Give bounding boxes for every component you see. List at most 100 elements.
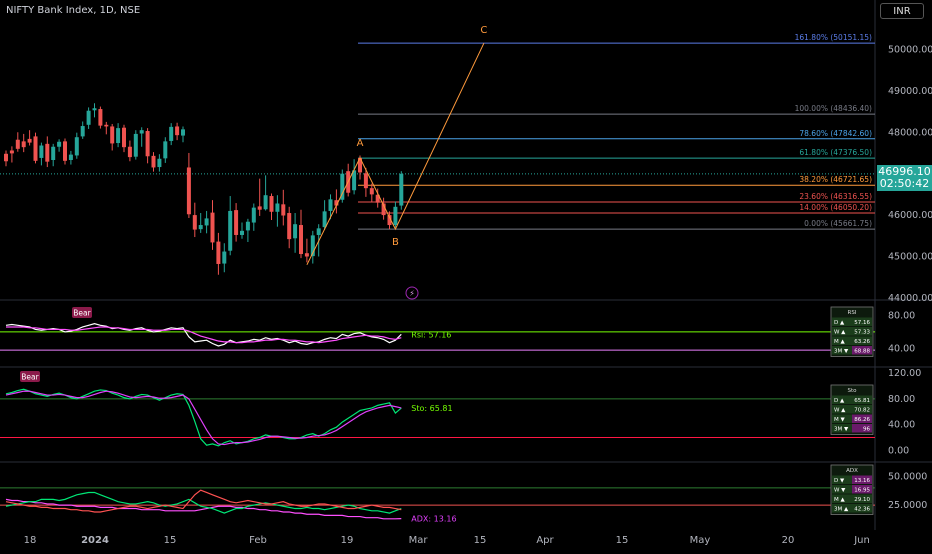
lightning-icon (405, 286, 419, 300)
summary-table-cell (832, 346, 852, 355)
candle-body (245, 221, 250, 231)
summary-table-title: Sto (847, 388, 857, 394)
indicator-series-line (5, 323, 402, 347)
summary-table-cell (832, 327, 852, 336)
summary-table-value: 57.33 (854, 330, 870, 336)
summary-table-cell (832, 424, 852, 433)
candle-body (198, 225, 203, 230)
summary-table-period: 3M ▼ (834, 427, 849, 433)
summary-table-cell (832, 317, 852, 326)
candle-body (51, 146, 56, 161)
indicator-y-tick: 40.00 (888, 420, 915, 431)
wave-label-b: B (392, 237, 399, 248)
summary-table-value: 96 (863, 427, 870, 433)
fib-level-label: 61.80% (47376.50) (799, 148, 872, 157)
indicator-y-tick: 0.00 (888, 445, 909, 456)
candle-body (269, 196, 274, 212)
summary-table-period: W ▲ (834, 408, 846, 414)
summary-table-value: 42.36 (854, 507, 870, 513)
summary-table-period: 3M ▲ (834, 507, 849, 513)
candle-body (4, 153, 8, 162)
candle-body (251, 207, 256, 223)
candle-body (86, 110, 91, 125)
candle-body (334, 200, 339, 206)
candle-body (216, 241, 221, 264)
x-tick-label: 15 (164, 535, 177, 546)
summary-table-cell (832, 475, 852, 484)
summary-table-value: 13.16 (854, 478, 870, 484)
candle-body (33, 136, 38, 161)
summary-table-cell (832, 336, 852, 345)
candle-body (375, 194, 380, 203)
candle-body (393, 206, 398, 226)
x-tick-label: 20 (782, 535, 795, 546)
candle-body (293, 224, 298, 239)
summary-table-period: W ▼ (834, 488, 846, 494)
candle-body (363, 173, 368, 189)
wave-label-a: A (357, 138, 364, 149)
summary-table-value: 16.95 (854, 488, 870, 494)
summary-table-cell (852, 485, 872, 494)
summary-table-cell (852, 346, 872, 355)
candle-body (127, 146, 132, 158)
symbol-title[interactable]: NIFTY Bank Index, 1D, NSE (6, 5, 141, 16)
bear-badge (72, 307, 92, 318)
summary-table-cell (852, 504, 872, 513)
candle-body (304, 253, 309, 257)
fib-level-label: 100.00% (48436.40) (795, 104, 872, 113)
summary-table-cell (852, 327, 872, 336)
indicator-legend: Sto: 65.81 (411, 404, 452, 413)
summary-table-cell (852, 405, 872, 414)
candle-body (27, 138, 32, 143)
candle-body (80, 126, 85, 137)
candle-body (316, 228, 321, 235)
indicator-y-tick: 50.0000 (888, 471, 927, 482)
candle-body (263, 195, 268, 210)
y-tick-label: 45000.00 (888, 252, 932, 263)
y-tick-label: 46000.00 (888, 210, 932, 221)
candle-body (181, 129, 185, 136)
summary-table-cell (852, 336, 872, 345)
summary-table-cell (832, 485, 852, 494)
candle-body (310, 235, 315, 257)
summary-table-period: W ▲ (834, 330, 846, 336)
candle-body (57, 141, 62, 147)
indicator-y-tick: 25.0000 (888, 500, 927, 511)
candle-body (186, 167, 191, 215)
summary-table-value: 29.10 (854, 497, 870, 503)
indicator-y-tick: 80.00 (888, 310, 915, 321)
candle-body (228, 210, 233, 251)
bear-badge (20, 371, 40, 382)
fib-level-label: 0.00% (45661.75) (804, 219, 872, 228)
indicator-y-tick: 40.00 (888, 343, 915, 354)
y-tick-label: 50000.00 (888, 44, 932, 55)
candle-body (9, 150, 14, 154)
indicator-y-tick: 120.00 (888, 368, 921, 379)
summary-table-cell (852, 424, 872, 433)
candle-body (257, 206, 262, 210)
summary-table-cell (832, 504, 852, 513)
candle-body (358, 157, 362, 173)
candle-body (63, 141, 67, 161)
fib-level-label: 23.60% (46316.55) (799, 192, 872, 201)
candle-body (322, 211, 327, 228)
fib-level-label: 14.00% (46050.20) (799, 203, 872, 212)
candle-body (381, 203, 386, 216)
fib-level-label: 161.80% (50151.15) (795, 33, 872, 42)
candle-body (299, 225, 303, 255)
summary-table-period: 3M ▼ (834, 349, 849, 355)
indicator-series-line (5, 390, 402, 446)
last-price: 46996.10 (878, 165, 931, 178)
currency-button[interactable]: INR (880, 3, 924, 19)
last-price-badge: 46996.10 02:50:42 (877, 165, 932, 191)
candle-body (399, 173, 404, 206)
candle-body (287, 213, 292, 240)
candle-body (116, 128, 121, 144)
x-tick-label: 15 (474, 535, 487, 546)
wave-label-c: C (480, 25, 487, 36)
summary-table-period: D ▲ (834, 320, 845, 326)
summary-table-cell (852, 475, 872, 484)
candle-body (110, 126, 115, 144)
